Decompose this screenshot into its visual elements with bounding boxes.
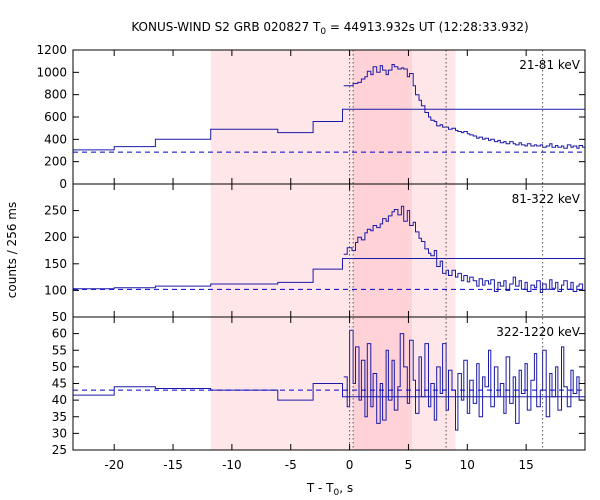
- x-tick-label: -20: [104, 458, 124, 472]
- time-markers: [349, 50, 544, 450]
- y-tick-label: 60: [52, 327, 67, 341]
- light-curve-1-segment-1: [73, 108, 585, 151]
- y-tick-label: 1000: [36, 65, 67, 79]
- y-tick-label: 50: [52, 360, 67, 374]
- chart-title-suffix: = 44913.932s UT (12:28:33.932): [326, 20, 529, 34]
- x-tick-label: -10: [222, 458, 242, 472]
- axis-ticks: [73, 49, 585, 451]
- x-axis-label: T - T0, s: [306, 481, 353, 498]
- y-tick-label: 0: [59, 177, 67, 191]
- light-curve-2-segment-2: [343, 205, 585, 293]
- light-curve-1-segment-2: [343, 64, 585, 149]
- y-tick-label: 100: [44, 283, 67, 297]
- x-axis-label-subscript: 0: [334, 488, 340, 498]
- x-axis-label-suffix: , s: [339, 481, 353, 495]
- y-tick-label: 1200: [36, 43, 67, 57]
- chart-title-prefix: KONUS-WIND S2 GRB 020827 T: [131, 20, 321, 34]
- x-tick-label: -15: [163, 458, 183, 472]
- y-tick-label: 400: [44, 132, 67, 146]
- y-tick-label: 35: [52, 410, 67, 424]
- y-tick-label: 600: [44, 110, 67, 124]
- y-tick-label: 150: [44, 257, 67, 271]
- x-tick-label: 0: [346, 458, 354, 472]
- y-tick-label: 200: [44, 155, 67, 169]
- y-tick-label: 25: [52, 443, 67, 457]
- y-tick-label: 200: [44, 230, 67, 244]
- y-tick-label: 40: [52, 393, 67, 407]
- y-tick-label: 55: [52, 343, 67, 357]
- y-tick-label: 30: [52, 426, 67, 440]
- chart-title-subscript: 0: [320, 27, 326, 37]
- light-curve-2-segment-1: [73, 258, 585, 290]
- x-tick-label: 5: [405, 458, 413, 472]
- y-tick-label: 250: [44, 204, 67, 218]
- x-tick-label: 10: [460, 458, 475, 472]
- x-tick-label: 15: [519, 458, 534, 472]
- panel-label-2: 81-322 keV: [512, 192, 581, 206]
- y-tick-label: 45: [52, 377, 67, 391]
- panel-label-1: 21-81 keV: [519, 58, 581, 72]
- x-tick-label: -5: [285, 458, 297, 472]
- panel-label-3: 322-1220 keV: [496, 325, 580, 339]
- y-axis-label: counts / 256 ms: [5, 202, 19, 298]
- y-tick-label: 800: [44, 88, 67, 102]
- background-levels: [73, 151, 585, 391]
- y-tick-label: 50: [52, 310, 67, 324]
- x-axis-label-prefix: T - T: [306, 481, 334, 495]
- chart-title: KONUS-WIND S2 GRB 020827 T0 = 44913.932s…: [131, 20, 528, 37]
